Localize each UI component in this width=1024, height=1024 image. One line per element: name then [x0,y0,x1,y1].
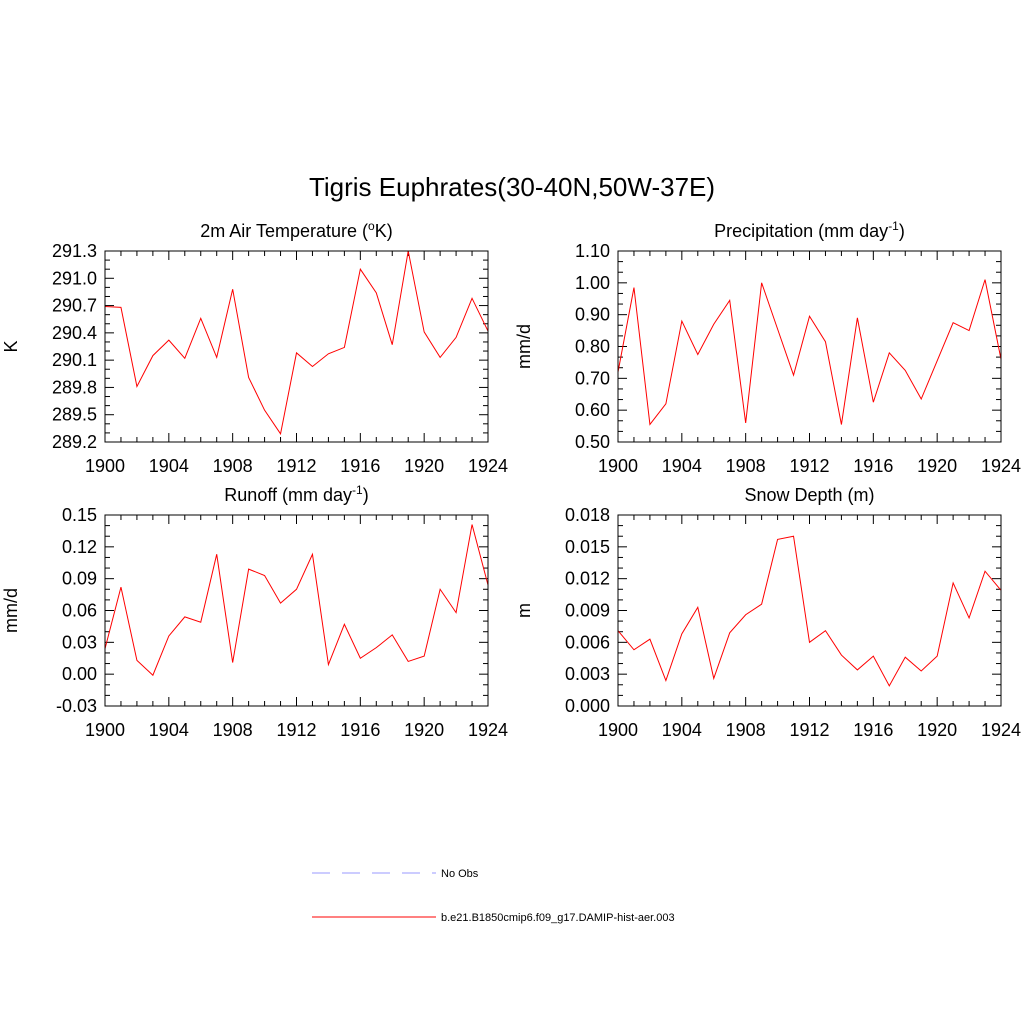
y-tick-label: 291.3 [52,241,97,261]
x-tick-label: 1916 [853,456,893,476]
panel-title: Precipitation (mm day-1) [714,219,905,241]
y-tick-label: 0.012 [565,569,610,589]
legend: No Obs b.e21.B1850cmip6.f09_g17.DAMIP-his… [312,868,675,924]
series-line [104,250,489,436]
y-axis-label: mm/d [1,588,21,633]
x-tick-label: 1916 [340,720,380,740]
panel-title: Snow Depth (m) [744,485,874,505]
y-axis-label: K [1,340,21,352]
panel-title-superscript: o [368,219,375,233]
y-tick-label: 290.1 [52,350,97,370]
y-tick-label: 0.12 [62,537,97,557]
x-tick-label: 1904 [662,456,702,476]
x-tick-label: 1920 [404,720,444,740]
plot-frame [617,250,1002,443]
y-tick-label: 0.09 [62,569,97,589]
y-axis-label: mm/d [514,324,534,369]
x-tick-label: 1900 [85,720,125,740]
panel-title: 2m Air Temperature (oK) [200,219,392,241]
y-tick-label: 1.10 [575,241,610,261]
panel-title-superscript: -1 [352,483,363,497]
y-tick-label: 0.003 [565,664,610,684]
x-tick-label: 1912 [789,456,829,476]
legend-label: No Obs [441,868,479,880]
plot-frame [104,514,489,707]
panel-3: Runoff (mm day-1) mm/d 1900 1904 1908 1912 191… [1,483,508,740]
y-tick-label: 289.2 [52,432,97,452]
x-tick-label: 1924 [468,720,508,740]
x-tick-label: 1904 [149,720,189,740]
series-line [617,279,1002,426]
x-tick-label: 1900 [85,456,125,476]
y-tick-label: 0.00 [62,664,97,684]
y-tick-label: 0.90 [575,305,610,325]
y-tick-label: 0.80 [575,337,610,357]
x-tick-label: 1908 [213,456,253,476]
y-tick-label: 0.06 [62,601,97,621]
x-tick-label: 1908 [213,720,253,740]
x-tick-label: 1912 [789,720,829,740]
y-tick-label: 0.03 [62,632,97,652]
x-tick-label: 1924 [981,456,1021,476]
y-tick-label: 289.5 [52,405,97,425]
panel-title-tail: ) [899,221,905,241]
x-tick-label: 1916 [853,720,893,740]
plot-frame [617,514,1002,707]
panel-4: Snow Depth (m) m 1900 1904 1908 1912 1916 1920 1… [514,485,1021,740]
x-tick-label: 1924 [468,456,508,476]
x-tick-label: 1920 [917,720,957,740]
panel-title: Runoff (mm day-1) [224,483,368,505]
panel-title-text: Runoff (mm day [224,485,352,505]
y-tick-label: 291.0 [52,268,97,288]
legend-label: b.e21.B1850cmip6.f09_g17.DAMIP-hist-aer.… [441,912,675,924]
plot-frame [104,250,489,443]
x-tick-label: 1904 [662,720,702,740]
y-tick-label: 0.006 [565,632,610,652]
x-tick-label: 1912 [276,720,316,740]
panel-title-text: 2m Air Temperature ( [200,221,368,241]
x-tick-label: 1908 [726,456,766,476]
x-tick-label: 1900 [598,456,638,476]
y-tick-label: 290.7 [52,296,97,316]
x-tick-label: 1912 [276,456,316,476]
panel-title-superscript: -1 [888,219,899,233]
panel-title-tail: ) [363,485,369,505]
panel-title-text: Snow Depth (m) [744,485,874,505]
y-tick-label: 0.009 [565,601,610,621]
x-tick-label: 1900 [598,720,638,740]
y-tick-label: 0.50 [575,432,610,452]
x-tick-label: 1920 [404,456,444,476]
panel-title-tail: K) [375,221,393,241]
panel-title-text: Precipitation (mm day [714,221,888,241]
y-tick-label: 1.00 [575,273,610,293]
y-tick-label: 289.8 [52,377,97,397]
series-line [617,535,1002,687]
y-axis-label: m [514,603,534,618]
series-line [104,524,489,677]
chart-panels: 2m Air Temperature (oK) K 1900 1904 1908 1912… [1,219,1021,740]
y-tick-label: 0.15 [62,505,97,525]
y-tick-label: 0.60 [575,400,610,420]
x-tick-label: 1920 [917,456,957,476]
main-title: Tigris Euphrates(30-40N,50W-37E) [309,172,715,202]
panel-2: Precipitation (mm day-1) mm/d 1900 1904 1908… [514,219,1021,476]
y-tick-label: 0.000 [565,696,610,716]
panel-1: 2m Air Temperature (oK) K 1900 1904 1908 1912… [1,219,508,476]
y-tick-label: 0.015 [565,537,610,557]
x-tick-label: 1908 [726,720,766,740]
x-tick-label: 1904 [149,456,189,476]
y-tick-label: 0.70 [575,368,610,388]
y-tick-label: 290.4 [52,323,97,343]
x-tick-label: 1924 [981,720,1021,740]
x-tick-label: 1916 [340,456,380,476]
y-tick-label: -0.03 [56,696,97,716]
y-tick-label: 0.018 [565,505,610,525]
